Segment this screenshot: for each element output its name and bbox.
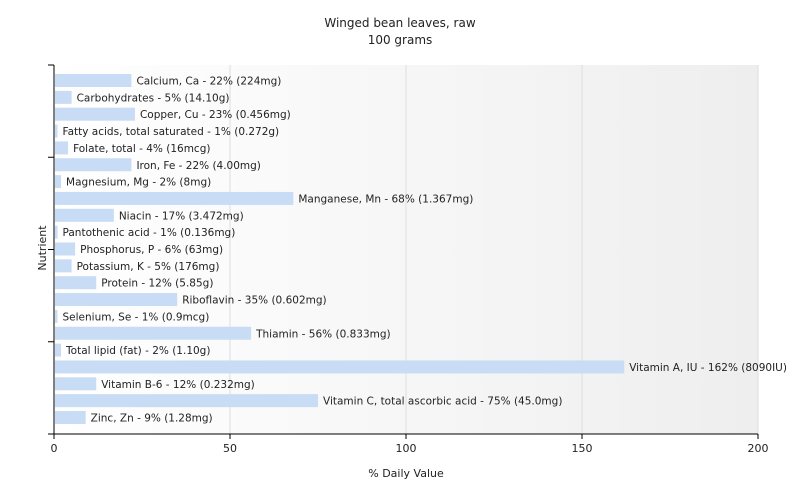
x-ticks: 0 50 100 150 200 [51, 434, 769, 455]
x-tick-label: 0 [51, 442, 58, 455]
bar-data-label: Vitamin A, IU - 162% (8090IU) [629, 362, 787, 374]
bar-data-label: Folate, total - 4% (16mcg) [73, 143, 210, 155]
x-axis-label: % Daily Value [368, 467, 444, 480]
bar-data-label: Vitamin C, total ascorbic acid - 75% (45… [323, 396, 562, 408]
bar-data-label: Pantothenic acid - 1% (0.136mg) [63, 227, 236, 239]
y-axis-label: Nutrient [36, 225, 49, 271]
chart-subtitle: 100 grams [368, 33, 433, 47]
x-tick-label: 100 [396, 442, 417, 455]
x-tick-label: 150 [572, 442, 593, 455]
bar [55, 158, 132, 172]
bar-data-label: Protein - 12% (5.85g) [101, 278, 213, 290]
bar-data-label: Vitamin B-6 - 12% (0.232mg) [101, 379, 255, 391]
bar [55, 309, 58, 323]
bar [55, 360, 625, 374]
x-tick-label: 50 [223, 442, 237, 455]
x-tick-label: 200 [748, 442, 769, 455]
bar [55, 343, 62, 357]
bar-data-label: Magnesium, Mg - 2% (8mg) [66, 177, 211, 189]
bar [55, 208, 114, 222]
bar [55, 377, 97, 391]
bar [55, 107, 135, 121]
bar-data-label: Zinc, Zn - 9% (1.28mg) [91, 413, 213, 425]
bar [55, 175, 62, 189]
bar [55, 124, 58, 138]
bar-data-label: Potassium, K - 5% (176mg) [77, 261, 220, 273]
bar-data-label: Manganese, Mn - 68% (1.367mg) [298, 193, 473, 205]
bar-data-label: Calcium, Ca - 22% (224mg) [136, 76, 281, 88]
bar [55, 90, 72, 104]
bar-data-label: Iron, Fe - 22% (4.00mg) [136, 160, 260, 172]
bar [55, 141, 69, 155]
bar-data-label: Niacin - 17% (3.472mg) [119, 210, 244, 222]
bar-data-label: Fatty acids, total saturated - 1% (0.272… [63, 126, 280, 138]
bar [55, 411, 86, 424]
bar [55, 293, 178, 307]
bar [55, 259, 72, 273]
bar [55, 394, 318, 408]
bar-data-label: Riboflavin - 35% (0.602mg) [182, 295, 326, 307]
bar [55, 74, 132, 87]
bars: Calcium, Ca - 22% (224mg) Carbohydrates -… [55, 74, 787, 425]
bar [55, 326, 252, 340]
bar-data-label: Carbohydrates - 5% (14.10g) [77, 92, 230, 104]
bar [55, 225, 58, 239]
bar [55, 191, 294, 205]
bar [55, 276, 97, 290]
bar [55, 242, 76, 256]
bar-data-label: Phosphorus, P - 6% (63mg) [80, 244, 223, 256]
chart-title: Winged bean leaves, raw [324, 16, 475, 30]
bar-data-label: Selenium, Se - 1% (0.9mcg) [63, 311, 210, 323]
bar-data-label: Thiamin - 56% (0.833mg) [255, 328, 391, 340]
bar-data-label: Copper, Cu - 23% (0.456mg) [140, 109, 291, 121]
bar-data-label: Total lipid (fat) - 2% (1.10g) [65, 345, 210, 357]
